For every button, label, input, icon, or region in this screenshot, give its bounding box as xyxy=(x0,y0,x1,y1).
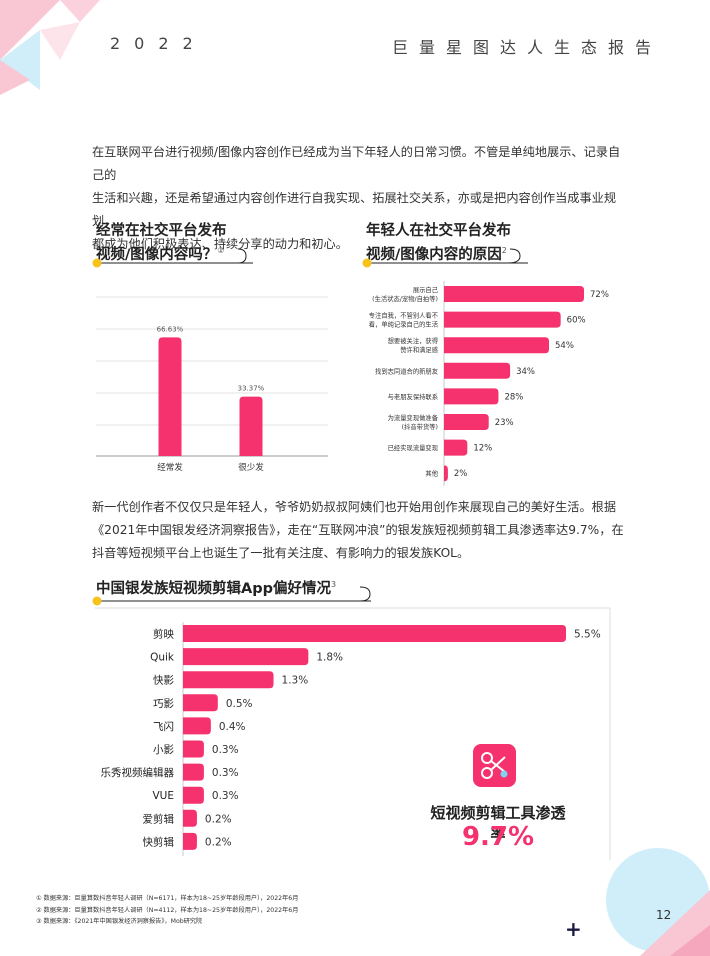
intro-line: 都成为他们积极表达、持续分享的动力和初心。 xyxy=(92,237,348,251)
tick-label: 赞许和满足感 xyxy=(400,345,438,354)
tick-label: 为流量变现做准备 xyxy=(388,413,439,422)
bar xyxy=(444,414,489,430)
plus-icon: + xyxy=(565,917,582,941)
tick-label: 展示自己 xyxy=(413,285,439,294)
data-label: 0.2% xyxy=(205,836,232,848)
data-label: 0.5% xyxy=(226,698,253,710)
tick-label: 想要被关注，获得 xyxy=(388,336,438,345)
section2-note: 2 xyxy=(501,246,507,255)
tick-label: 剪映 xyxy=(153,628,174,641)
data-label: 1.8% xyxy=(316,652,343,664)
bar xyxy=(183,832,197,850)
bar xyxy=(443,465,448,482)
footnotes: ① 数据来源：巨量算数抖音年轻人调研（N=6171，样本为18~25岁年龄段用户… xyxy=(36,893,298,928)
tick-label: 巧影 xyxy=(153,697,174,710)
data-label: 54% xyxy=(555,341,574,351)
report-title: 巨量星图达人生态报告 xyxy=(391,38,662,57)
data-label: 5.5% xyxy=(574,629,601,641)
tick-label: 很少发 xyxy=(238,462,264,473)
tick-label: 乐秀视频编辑器 xyxy=(101,766,175,779)
data-label: 1.3% xyxy=(282,675,309,687)
data-label: 0.4% xyxy=(219,721,246,733)
data-label: 0.3% xyxy=(212,744,239,756)
tick-label: 看，单纯记录自己的生活 xyxy=(369,320,439,329)
bar xyxy=(444,337,549,354)
tick-label: (生活状态/宠物/自拍等) xyxy=(372,294,438,303)
bar xyxy=(183,694,218,712)
tick-label: 爱剪辑 xyxy=(143,812,175,825)
section3-note: 3 xyxy=(330,580,337,589)
intro-line: 在互联网平台进行视频/图像内容创作已经成为当下年轻人的日常习惯。不管是单纯地展示… xyxy=(92,145,621,182)
section2-title-underline xyxy=(362,248,528,268)
bar xyxy=(183,809,197,827)
data-label: 12% xyxy=(473,444,492,454)
bar xyxy=(183,717,211,735)
bar xyxy=(239,396,263,456)
middle-line: 《2021年中国银发经济洞察报告》，走在“互联网冲浪”的银发族短视频剪辑工具渗透… xyxy=(92,523,624,537)
bar xyxy=(444,439,468,456)
data-label: 33.37% xyxy=(238,385,265,393)
bar xyxy=(183,671,274,689)
page-number: 12 xyxy=(656,908,672,922)
tick-label: VUE xyxy=(152,790,174,802)
middle-paragraph: 新一代创作者不仅仅只是年轻人，爷爷奶奶叔叔阿姨们也开始用创作来展现自己的美好生活… xyxy=(92,496,632,565)
data-label: 72% xyxy=(590,290,609,300)
data-label: 0.3% xyxy=(212,767,239,779)
tick-label: 其他 xyxy=(425,469,438,478)
corner-decoration-top-left xyxy=(0,0,100,95)
tick-label: (抖音带货等) xyxy=(402,422,438,431)
bar xyxy=(183,648,309,666)
data-label: 0.2% xyxy=(205,813,232,825)
tick-label: 小影 xyxy=(153,743,174,756)
section1-note: ① xyxy=(217,246,225,255)
section2-title-line: 年轻人在社交平台发布 xyxy=(366,223,511,239)
tick-label: 与老朋友保持联系 xyxy=(388,392,438,401)
callout-value: 9.7% xyxy=(461,822,535,852)
intro-paragraph: 在互联网平台进行视频/图像内容创作已经成为当下年轻人的日常习惯。不管是单纯地展示… xyxy=(92,141,632,256)
tick-label: Quik xyxy=(150,652,175,664)
section1-title-underline xyxy=(92,248,253,268)
section3-title: 中国银发族短视频剪辑App偏好情况3 xyxy=(96,580,337,597)
bar xyxy=(183,625,566,642)
scissors-icon xyxy=(473,744,516,787)
data-label: 28% xyxy=(504,392,523,402)
tick-label: 飞闪 xyxy=(153,720,174,733)
tick-label: 找到志同道合的新朋友 xyxy=(375,366,439,375)
tick-label: 已经实现流量变现 xyxy=(388,443,439,452)
tick-label: 专注自我，不管别人看不 xyxy=(369,311,439,320)
bar xyxy=(444,362,511,379)
bar xyxy=(183,786,204,804)
bar xyxy=(183,740,204,758)
callout-label: 短视频剪辑工具渗透率 xyxy=(430,804,566,843)
corner-decoration-bottom-right xyxy=(606,848,710,956)
section2-title: 年轻人在社交平台发布 视频/图像内容的原因2 xyxy=(366,222,511,265)
section1-title: 经常在社交平台发布 视频/图像内容吗？① xyxy=(96,222,227,265)
bar xyxy=(444,388,499,405)
data-label: 34% xyxy=(516,367,535,377)
footnote: ③ 数据来源：《2021年中国银发经济洞察报告》，Mob研究院 xyxy=(36,918,203,925)
bar xyxy=(183,763,204,781)
section1-title-line: 经常在社交平台发布 xyxy=(96,223,227,239)
tick-label: 快剪辑 xyxy=(143,835,175,848)
data-label: 60% xyxy=(567,316,586,326)
intro-line: 生活和兴趣，还是希望通过内容创作进行自我实现、拓展社交关系，亦或是把内容创作当成… xyxy=(92,191,617,228)
tick-label: 快影 xyxy=(153,674,174,687)
bar xyxy=(444,286,584,302)
section2-title-line2: 视频/图像内容的原因2 xyxy=(366,246,507,263)
bar xyxy=(444,311,561,328)
footnote: ① 数据来源：巨量算数抖音年轻人调研（N=6171，样本为18~25岁年龄段用户… xyxy=(36,895,299,902)
data-label: 66.63% xyxy=(157,325,184,333)
middle-line: 抖音等短视频平台上也诞生了一批有关注度、有影响力的银发族KOL。 xyxy=(92,546,470,560)
data-label: 23% xyxy=(495,418,514,428)
middle-line: 新一代创作者不仅仅只是年轻人，爷爷奶奶叔叔阿姨们也开始用创作来展现自己的美好生活… xyxy=(92,500,617,514)
tick-label: 经常发 xyxy=(157,462,183,473)
data-label: 0.3% xyxy=(212,790,239,802)
report-year: 2022 xyxy=(110,34,207,53)
footnote: ② 数据来源：巨量算数抖音年轻人调研（N=4112，样本为18~25岁年龄段用户… xyxy=(36,906,299,914)
section1-title-line2: 视频/图像内容吗？① xyxy=(96,246,225,263)
bar xyxy=(158,337,182,456)
data-label: 2% xyxy=(454,469,468,479)
section3-title-underline xyxy=(92,586,371,606)
